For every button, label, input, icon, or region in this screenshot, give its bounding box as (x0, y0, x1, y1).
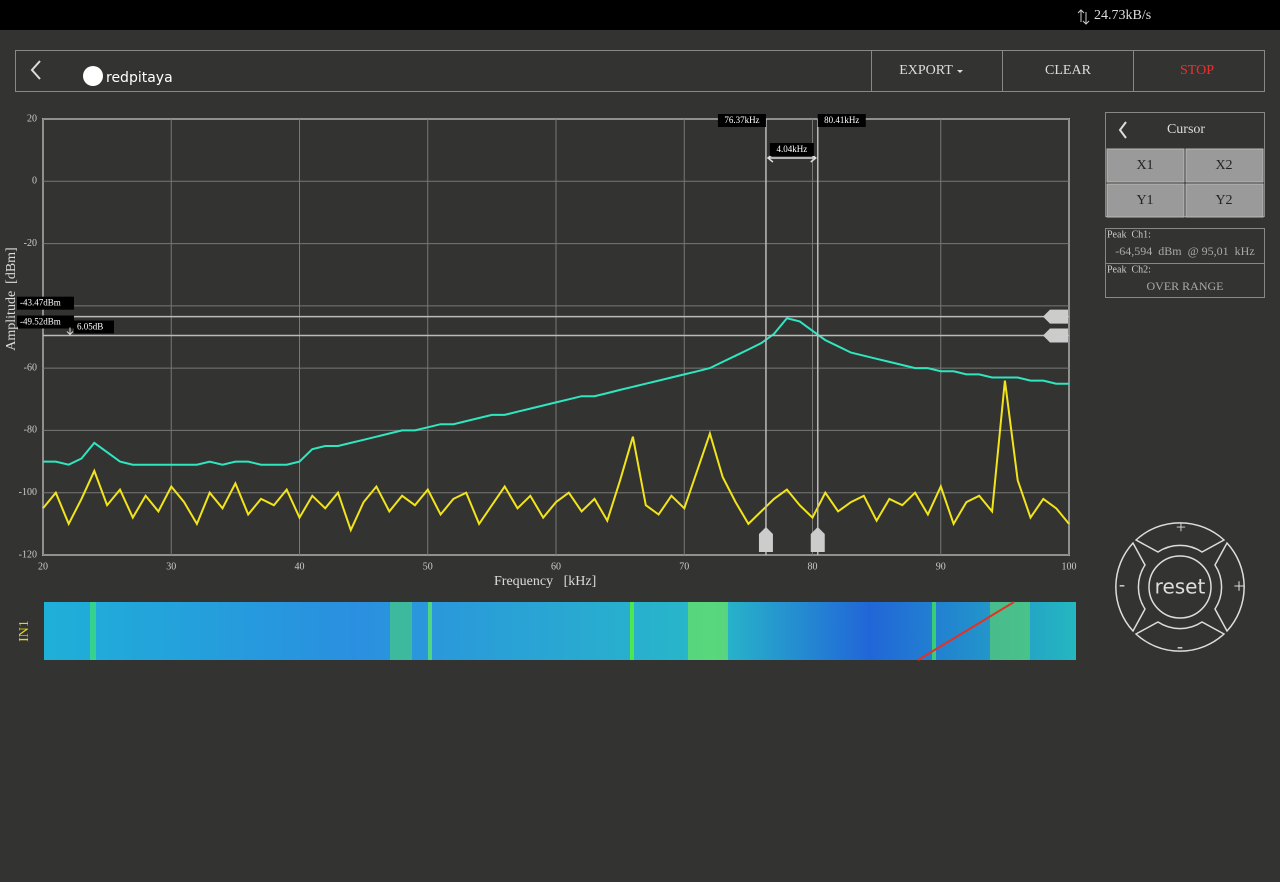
zoom-down-label: - (1177, 636, 1183, 656)
zoom-down[interactable] (1134, 621, 1226, 652)
data-rate: 24.73kB/s (1094, 8, 1151, 23)
x-tick-label: 30 (166, 561, 176, 572)
peak-value: -64,594 dBm @ 95,01 kHz (1115, 244, 1254, 258)
cursor-button[interactable]: Y2 (1185, 183, 1264, 218)
button-label: X2 (1215, 158, 1232, 173)
x-axis-label: Frequency [kHz] (494, 574, 596, 589)
zoom-right-label: + (1233, 576, 1244, 598)
y-cursor-handle[interactable] (1043, 328, 1068, 343)
x-tick-label: 60 (551, 561, 561, 572)
toolbar (15, 50, 1265, 92)
waterfall: IN1 (17, 601, 1076, 661)
stop-button[interactable]: STOP (1180, 63, 1214, 78)
x-tick-label: 20 (38, 561, 48, 572)
waterfall-channel: IN1 (17, 620, 32, 642)
x-cursor-label: 76.37kHz (724, 115, 759, 125)
zoom-control (1115, 522, 1245, 652)
waterfall-stripe (688, 602, 728, 660)
button-face (1185, 148, 1264, 183)
y-tick-label: -20 (24, 238, 37, 249)
x-cursor-label: 80.41kHz (824, 115, 859, 125)
peak-label: Peak Ch2: (1107, 264, 1151, 275)
waterfall-stripe (630, 602, 634, 660)
dx-label: 4.04kHz (776, 144, 807, 154)
x-tick-label: 70 (679, 561, 689, 572)
y-tick-label: -100 (19, 487, 37, 498)
y-tick-label: 0 (32, 176, 37, 187)
zoom-left-label: - (1119, 574, 1125, 594)
button-face (1185, 183, 1264, 218)
peak-box (1105, 228, 1265, 298)
zoom-right[interactable] (1214, 541, 1245, 633)
cursor-back[interactable] (1118, 121, 1127, 139)
y-tick-label: 20 (27, 113, 37, 124)
cursor-panel: Cursor X1 X2 Y1 Y2 Peak Ch1: -64,594 dBm @ … (1105, 112, 1265, 298)
waterfall-image (44, 602, 1076, 660)
cursor-label-box (74, 320, 114, 334)
x-tick-label: 90 (936, 561, 946, 572)
button-label: X1 (1136, 158, 1153, 173)
y-cursor-label: -49.52dBm (20, 317, 61, 327)
waterfall-stripe (90, 602, 96, 660)
button-face (1106, 148, 1185, 183)
y-cursor-label: -43.47dBm (20, 298, 61, 308)
peak-value: OVER RANGE (1147, 279, 1224, 293)
cursor-box (1105, 112, 1265, 217)
reset-label: reset (1155, 575, 1206, 599)
back-button[interactable] (30, 60, 41, 80)
y-tick-label: -80 (24, 425, 37, 436)
x-tick-label: 40 (295, 561, 305, 572)
dy-arrow (66, 327, 74, 336)
zoom-left[interactable] (1115, 541, 1146, 633)
cursor-label-box (717, 114, 766, 127)
waterfall-trace (917, 601, 1015, 661)
zoom-up[interactable] (1134, 522, 1226, 553)
waterfall-stripe (390, 602, 412, 660)
caret (957, 70, 963, 73)
export-button[interactable]: EXPORT (899, 63, 963, 78)
button-face (1106, 183, 1185, 218)
status-bar (0, 0, 1280, 30)
cursor-button[interactable]: Y1 (1106, 183, 1185, 218)
cursor-label-box (17, 296, 74, 310)
y-axis-label: Amplitude [dBm] (4, 247, 19, 350)
spectrum-chart: 2030405060708090100200-20-40-60-80-100-1… (17, 113, 1077, 572)
x-cursor-handle[interactable] (810, 527, 825, 552)
spectrum-line (42, 380, 1070, 533)
cursor-title: Cursor (1167, 122, 1205, 137)
x-tick-label: 80 (808, 561, 818, 572)
reset-button[interactable] (1148, 555, 1212, 619)
dy-label: 6.05dB (77, 322, 103, 332)
cursor-label-box (769, 143, 814, 156)
cursor-button[interactable]: X1 (1106, 148, 1185, 183)
logo: redpitaya (106, 70, 173, 86)
waterfall-stripe (428, 602, 432, 660)
clear-button[interactable]: CLEAR (1045, 63, 1092, 78)
export-label: EXPORT (899, 63, 953, 78)
cursor-button[interactable]: X2 (1185, 148, 1264, 183)
logo-icon (83, 66, 103, 86)
waterfall-stripe (990, 602, 1030, 660)
button-label: Y2 (1215, 193, 1232, 208)
peak-label: Peak Ch1: (1107, 229, 1151, 240)
cursor-label-box (17, 315, 74, 329)
x-tick-label: 50 (423, 561, 433, 572)
y-tick-label: -120 (19, 549, 37, 560)
button-label: Y1 (1136, 193, 1153, 208)
x-cursor-handle[interactable] (758, 527, 773, 552)
zoom-up-label: + (1176, 517, 1186, 537)
cursor-label-box (817, 114, 866, 127)
x-tick-label: 100 (1062, 561, 1077, 572)
y-cursor-handle[interactable] (1043, 309, 1068, 324)
rate-icon (1077, 9, 1090, 25)
waterfall-stripe (932, 602, 936, 660)
spectrum-line (43, 317, 1069, 466)
y-tick-label: -60 (24, 362, 37, 373)
